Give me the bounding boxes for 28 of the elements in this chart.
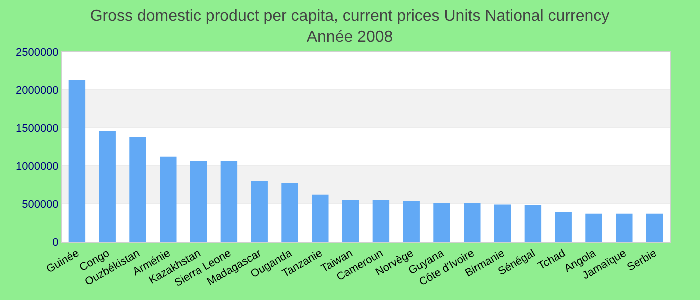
- y-tick-label: 2000000: [16, 84, 59, 97]
- bar: [586, 214, 602, 242]
- bar: [524, 206, 542, 242]
- bar: [160, 156, 177, 242]
- bar: [646, 214, 664, 242]
- bar: [434, 203, 450, 242]
- bar: [251, 181, 268, 242]
- y-tick-label: 1500000: [16, 122, 59, 135]
- bar: [494, 204, 512, 242]
- chart-subtitle: Année 2008: [306, 28, 394, 46]
- bar: [372, 200, 390, 242]
- bar: [403, 200, 420, 242]
- y-tick-label: 1000000: [16, 160, 59, 173]
- bar: [464, 203, 481, 242]
- y-tick-label: 0: [52, 236, 59, 249]
- bar: [190, 161, 208, 242]
- y-tick-label: 500000: [22, 198, 59, 211]
- bar: [99, 131, 116, 242]
- bar: [68, 80, 86, 242]
- y-tick-label: 2500000: [16, 46, 59, 59]
- bar: [342, 200, 360, 242]
- bar: [555, 212, 572, 242]
- bar: [130, 137, 146, 242]
- bar: [312, 194, 329, 242]
- bar: [616, 214, 633, 242]
- bar: [282, 183, 298, 242]
- chart-title: Gross domestic product per capita, current prices Units National currency: [90, 8, 610, 25]
- bar: [220, 161, 238, 242]
